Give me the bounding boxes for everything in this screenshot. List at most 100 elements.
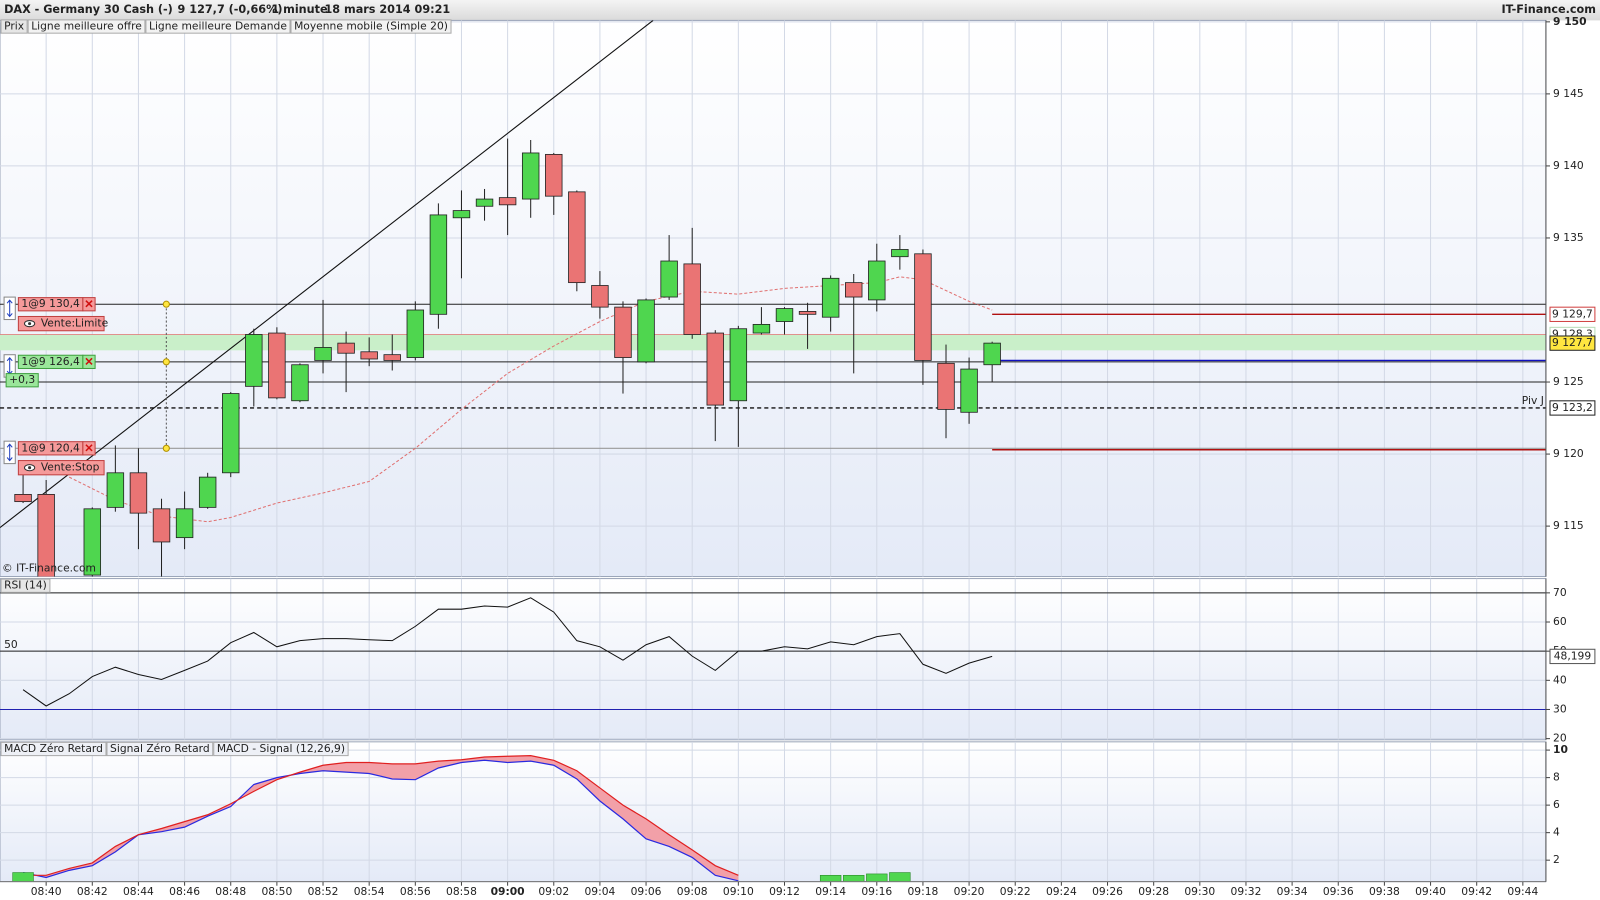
candle-body (706, 332, 724, 406)
histogram-bar (889, 872, 911, 882)
candle-body (175, 508, 194, 539)
order-handle-arrows (6, 299, 13, 318)
candle-body (291, 364, 309, 402)
order-cancel[interactable] (85, 300, 93, 308)
candle-body (845, 282, 863, 298)
candle-body (222, 393, 240, 474)
candle-body (475, 198, 494, 207)
x-tick-label: 09:30 (1184, 885, 1215, 898)
y-tick-label: 70 (1553, 586, 1567, 599)
candle-body (14, 494, 32, 503)
x-tick-label: 09:38 (1369, 885, 1400, 898)
legend-entry-group: Signal Zéro Retard (106, 741, 214, 757)
panel-title: RSI (14) (4, 579, 47, 592)
y-tick-label: 30 (1553, 702, 1567, 715)
x-tick-label: 09:12 (769, 885, 800, 898)
x-tick-label: 09:24 (1046, 885, 1077, 898)
panel-title-box (0, 578, 51, 593)
candle-body (752, 323, 771, 334)
x-tick-label: 08:42 (77, 885, 108, 898)
x-tick-label: 08:46 (169, 885, 200, 898)
legend-entry-box (290, 19, 452, 34)
candle-body (129, 472, 148, 514)
legend-entry: MACD - Signal (12,26,9) (217, 742, 345, 755)
macd-panel (0, 741, 1547, 883)
x-tick-label: 09:00 (491, 885, 525, 898)
order-cancel[interactable] (85, 444, 93, 452)
macd-plot (0, 741, 1546, 882)
x-tick-label: 09:20 (954, 885, 985, 898)
candle-body (245, 334, 263, 387)
order-action-group: Vente:Limite (17, 315, 109, 332)
candle-body (683, 263, 701, 335)
y-tick-label: 9 120 (1553, 447, 1584, 460)
candle-body (937, 362, 955, 410)
legend-entry: Prix (4, 20, 24, 33)
y-tick-label: 9 115 (1553, 519, 1584, 532)
candle-body (568, 191, 586, 284)
x-tick-label: 09:16 (861, 885, 892, 898)
order-action-box (17, 315, 105, 332)
x-tick-label: 09:42 (1461, 885, 1492, 898)
legend-entry-box (0, 741, 107, 757)
rsi-line (22, 597, 993, 707)
order-eye-pupil (28, 322, 32, 326)
x-tick-label: 09:32 (1231, 885, 1262, 898)
order-eye-pupil (28, 466, 32, 470)
legend-entry-group: MACD Zéro Retard (0, 741, 107, 757)
pivot-label: Piv J (1522, 394, 1544, 407)
rsi-plot (0, 578, 1546, 740)
candle-body (152, 508, 171, 543)
candle-body (314, 347, 332, 361)
legend-entry-box (27, 19, 146, 34)
panel-title-group: RSI (14) (0, 578, 51, 593)
order-label: 1@9 130,4 (21, 297, 80, 310)
x-tick-label: 09:10 (723, 885, 754, 898)
histogram-bar (12, 872, 34, 882)
order-action: +0,3 (9, 373, 35, 386)
candle-body (498, 197, 517, 206)
y-tick-label: 9 145 (1553, 87, 1584, 100)
candle-body (198, 476, 217, 508)
value-label-box (1549, 648, 1596, 665)
macd-line (23, 754, 739, 876)
legend-entry-group: Moyenne mobile (Simple 20) (290, 19, 452, 34)
candle-body (545, 153, 563, 197)
x-tick-label: 09:02 (538, 885, 569, 898)
y-tick-label: 9 125 (1553, 375, 1584, 388)
candle-body (775, 308, 794, 322)
candle-body (83, 508, 102, 576)
x-tick-label: 08:52 (308, 885, 339, 898)
legend-entry-group: MACD - Signal (12,26,9) (213, 741, 349, 757)
header-bar (0, 0, 1600, 21)
x-tick-label: 09:04 (584, 885, 615, 898)
instrument: DAX - Germany 30 Cash (-) (4, 3, 173, 16)
order-label: 1@9 120,4 (21, 441, 80, 454)
legend-entry-box (106, 741, 214, 757)
x-tick-label: 09:08 (677, 885, 708, 898)
trend-line (0, 20, 654, 528)
candle-body (821, 277, 840, 318)
legend-entry-box (213, 741, 349, 757)
x-tick-label: 09:28 (1138, 885, 1169, 898)
x-tick-label: 08:48 (215, 885, 246, 898)
order-label-group: 1@9 126,4 (17, 354, 84, 370)
order-action-box (5, 373, 39, 388)
y-tick-label: 4 (1553, 826, 1560, 839)
x-tick-label: 09:34 (1277, 885, 1308, 898)
candle-body (37, 494, 55, 577)
candle-body (106, 472, 125, 508)
x-tick-label: 08:58 (446, 885, 477, 898)
legend-entry-group: Prix (0, 19, 28, 34)
candle-body (268, 332, 286, 399)
y-tick-label: 6 (1553, 798, 1560, 811)
histogram-bar (866, 873, 888, 882)
candle-body (337, 342, 355, 354)
y-tick-label: 40 (1553, 673, 1567, 686)
candle-body (914, 253, 932, 361)
candle-body (360, 351, 378, 360)
order-marker (162, 358, 170, 366)
order-cancel[interactable] (85, 357, 93, 365)
overlay: 08:40 08:42 08:44 08:46 08:48 08:50 08:52 08:54… (0, 15, 1596, 898)
